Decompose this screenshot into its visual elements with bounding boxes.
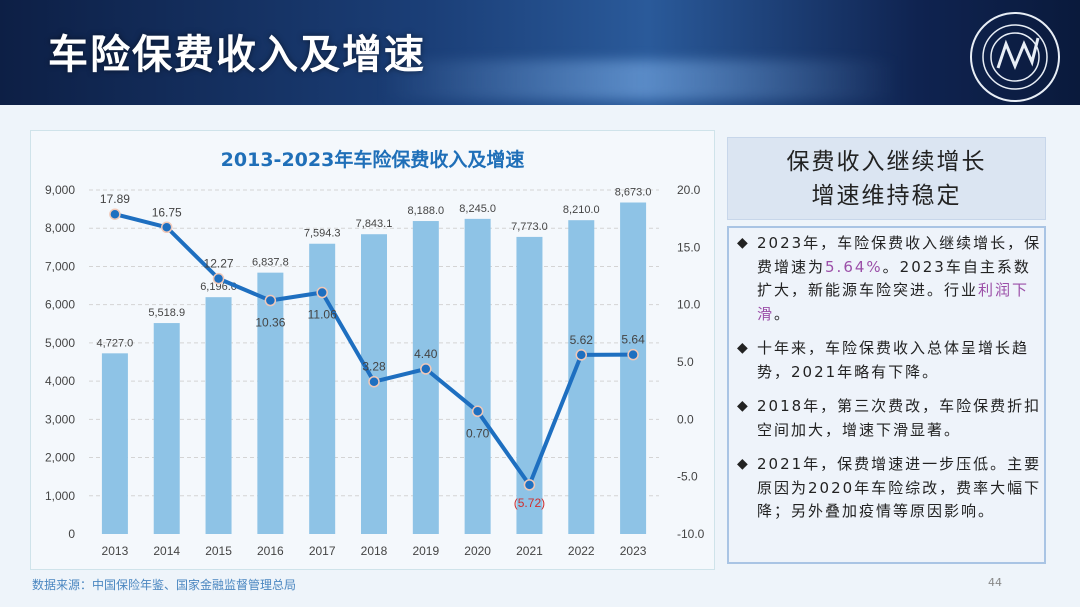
bar-data-label: 7,773.0 bbox=[511, 221, 548, 233]
growth-data-label: 0.70 bbox=[466, 426, 490, 440]
text-part: 。2023车自主系数扩大，新能源车险突进。行业 bbox=[757, 257, 1031, 300]
highlight-text: 5.64% bbox=[825, 257, 883, 276]
header-banner: 车险保费收入及增速 bbox=[0, 0, 1080, 105]
bullet-text: 2018年，第三次费改，车险保费折扣空间加大，增速下滑显著。 bbox=[757, 397, 1042, 439]
bar-data-label: 4,727.0 bbox=[97, 337, 134, 349]
x-tick-label: 2020 bbox=[464, 544, 491, 558]
bar bbox=[464, 218, 491, 534]
bullet-item: ◆ 2023年，车险保费收入继续增长，保费增速为5.64%。2023车自主系数扩大… bbox=[737, 232, 1044, 326]
bar-data-label: 6,837.8 bbox=[252, 257, 289, 269]
growth-data-label: 16.75 bbox=[152, 205, 182, 219]
bullet-text: 2023年，车险保费收入继续增长，保费增速为5.64%。2023车自主系数扩大，… bbox=[757, 232, 1044, 326]
bar-data-label: 8,210.0 bbox=[563, 204, 600, 216]
growth-data-label: 10.36 bbox=[255, 316, 285, 330]
growth-point bbox=[160, 221, 173, 234]
y-left-tick-label: 1,000 bbox=[45, 489, 75, 503]
growth-data-label: 11.06 bbox=[308, 308, 337, 322]
bar bbox=[620, 202, 647, 534]
y-left-tick-label: 9,000 bbox=[45, 183, 75, 197]
growth-point bbox=[316, 286, 328, 299]
chart-panel: 2013-2023年车险保费收入及增速 0 1,000 2,000 3,000 4,00… bbox=[30, 130, 715, 570]
page-number: 44 bbox=[988, 576, 1002, 589]
bar bbox=[257, 272, 284, 534]
chart-title: 2013-2023年车险保费收入及增速 bbox=[220, 149, 525, 171]
growth-point bbox=[109, 208, 121, 220]
y-right-tick-label: -5.0 bbox=[677, 470, 698, 484]
diamond-bullet-icon: ◆ bbox=[737, 398, 750, 414]
x-tick-label: 2016 bbox=[257, 544, 284, 558]
bar-data-label: 5,518.9 bbox=[148, 307, 185, 319]
bar bbox=[101, 353, 128, 534]
data-source: 数据来源：中国保险年鉴、国家金融监督管理总局 bbox=[32, 578, 297, 592]
y-right-tick-label: 15.0 bbox=[677, 240, 701, 254]
chart-svg: 0 1,000 2,000 3,000 4,000 5,000 6,000 7,000 8,00… bbox=[45, 183, 705, 558]
logo-emblem bbox=[970, 12, 1060, 102]
x-tick-label: 2014 bbox=[153, 544, 180, 558]
y-right-tick-label: 10.0 bbox=[677, 298, 701, 312]
x-tick-label: 2023 bbox=[620, 544, 647, 558]
growth-data-label: 3.28 bbox=[362, 360, 386, 374]
x-tick-label: 2013 bbox=[102, 544, 129, 558]
bar-data-label: 7,594.3 bbox=[304, 228, 341, 240]
bullet-item: ◆ 十年来，车险保费收入总体呈增长趋势，2021年略有下降。 bbox=[737, 337, 1044, 384]
bar-data-label: 8,188.0 bbox=[407, 205, 444, 217]
bar-data-label: 8,673.0 bbox=[615, 186, 652, 198]
bar-data-label: 8,245.0 bbox=[459, 203, 496, 215]
growth-point bbox=[627, 348, 639, 361]
growth-point bbox=[575, 349, 588, 361]
summary-title-line-1: 保费收入继续增长 bbox=[786, 148, 987, 175]
bullet-item: ◆ 2021年，保费增速进一步压低。主要原因为2020年车险综改，费率大幅下降；另… bbox=[737, 453, 1044, 524]
bullet-text: 2021年，保费增速进一步压低。主要原因为2020年车险综改，费率大幅下降；另外… bbox=[757, 455, 1042, 520]
growth-data-label: (5.72) bbox=[514, 496, 545, 510]
x-tick-label: 2017 bbox=[309, 544, 336, 558]
x-tick-label: 2015 bbox=[205, 544, 232, 558]
growth-data-label: 17.89 bbox=[100, 192, 130, 206]
diamond-bullet-icon: ◆ bbox=[737, 235, 750, 251]
text-part: 。 bbox=[774, 304, 792, 323]
page-title: 车险保费收入及增速 bbox=[48, 32, 426, 78]
bar-data-label: 7,843.1 bbox=[356, 218, 393, 230]
growth-point bbox=[523, 479, 536, 491]
diamond-bullet-icon: ◆ bbox=[737, 340, 750, 356]
y-left-tick-label: 5,000 bbox=[45, 336, 75, 350]
bullet-item: ◆ 2018年，第三次费改，车险保费折扣空间加大，增速下滑显著。 bbox=[737, 395, 1044, 442]
growth-data-label: 5.64 bbox=[621, 333, 645, 347]
summary-box: ◆ 2023年，车险保费收入继续增长，保费增速为5.64%。2023车自主系数扩大… bbox=[727, 226, 1046, 564]
growth-point bbox=[264, 294, 277, 307]
y-left-tick-label: 7,000 bbox=[45, 259, 75, 273]
y-left-tick-label: 0 bbox=[68, 527, 75, 541]
growth-data-label: 4.40 bbox=[414, 347, 438, 361]
text-part: 2023年，车险保费收入继续增长，保费增速为 bbox=[757, 234, 1042, 276]
growth-point bbox=[471, 405, 484, 418]
growth-point bbox=[368, 375, 380, 388]
y-right-tick-label: 0.0 bbox=[677, 412, 694, 426]
bar bbox=[153, 323, 180, 534]
diamond-bullet-icon: ◆ bbox=[737, 456, 750, 472]
x-tick-label: 2021 bbox=[516, 544, 543, 558]
y-right-tick-label: -10.0 bbox=[677, 527, 705, 541]
x-tick-label: 2022 bbox=[568, 544, 595, 558]
y-right-tick-label: 20.0 bbox=[677, 183, 701, 197]
x-tick-label: 2018 bbox=[361, 544, 388, 558]
y-left-tick-label: 3,000 bbox=[45, 412, 75, 426]
highlight-text: 利润下滑 bbox=[757, 281, 1030, 323]
growth-data-label: 5.62 bbox=[570, 333, 594, 347]
bar bbox=[205, 297, 232, 534]
y-left-tick-label: 8,000 bbox=[45, 221, 75, 235]
growth-point bbox=[212, 272, 225, 285]
summary-title: 保费收入继续增长 增速维持稳定 bbox=[727, 137, 1046, 220]
y-left-tick-label: 4,000 bbox=[45, 374, 75, 388]
y-left-tick-label: 2,000 bbox=[45, 451, 75, 465]
y-right-tick-label: 5.0 bbox=[677, 355, 694, 369]
growth-point bbox=[420, 363, 432, 375]
x-tick-label: 2019 bbox=[412, 544, 439, 558]
growth-data-label: 12.27 bbox=[204, 257, 234, 271]
y-left-tick-label: 6,000 bbox=[45, 298, 75, 312]
summary-title-line-2: 增速维持稳定 bbox=[811, 182, 962, 209]
bullet-text: 十年来，车险保费收入总体呈增长趋势，2021年略有下降。 bbox=[757, 339, 1030, 381]
